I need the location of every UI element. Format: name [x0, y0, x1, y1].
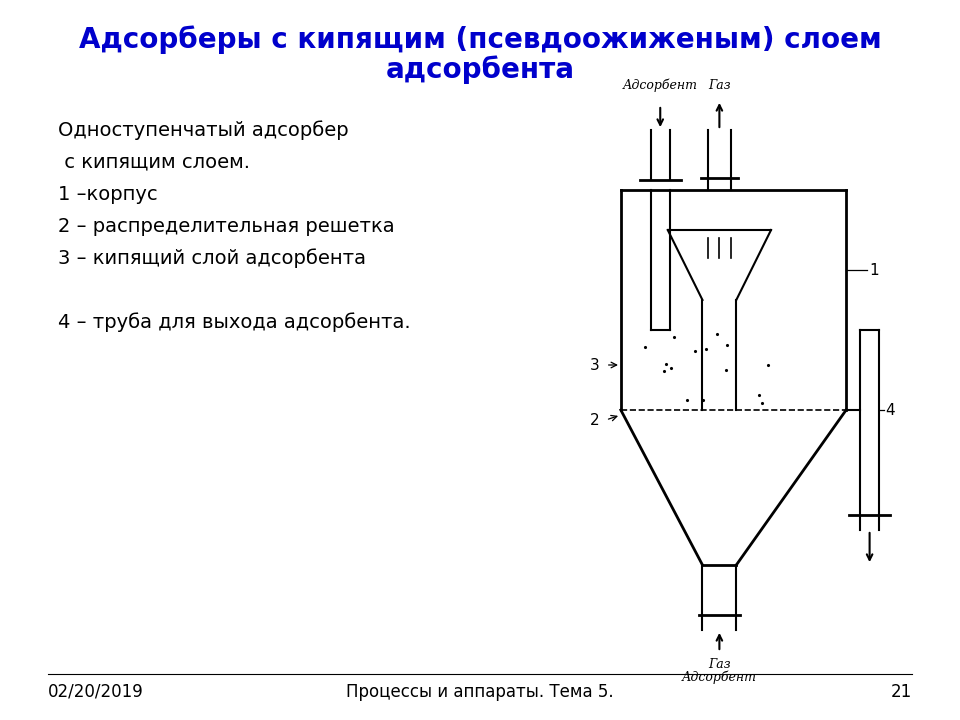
Text: Адсорбент: Адсорбент	[623, 78, 698, 92]
Text: 2 – распределительная решетка: 2 – распределительная решетка	[58, 217, 395, 235]
Text: 3 – кипящий слой адсорбента: 3 – кипящий слой адсорбента	[58, 248, 366, 268]
Text: 4: 4	[885, 402, 895, 418]
Text: 21: 21	[891, 683, 912, 701]
Text: Адсорбент: Адсорбент	[682, 670, 756, 683]
Text: 02/20/2019: 02/20/2019	[48, 683, 144, 701]
Text: Адсорберы с кипящим (псевдоожиженым) слоем: Адсорберы с кипящим (псевдоожиженым) сло…	[79, 26, 881, 54]
Text: 1: 1	[870, 263, 879, 277]
Text: с кипящим слоем.: с кипящим слоем.	[58, 153, 250, 171]
Text: Одноступенчатый адсорбер: Одноступенчатый адсорбер	[58, 120, 348, 140]
Text: 1 –корпус: 1 –корпус	[58, 184, 157, 204]
Text: 4 – труба для выхода адсорбента.: 4 – труба для выхода адсорбента.	[58, 312, 410, 332]
Text: адсорбента: адсорбента	[386, 55, 574, 84]
Text: 3: 3	[589, 358, 599, 372]
Text: 2: 2	[589, 413, 599, 428]
Text: Газ: Газ	[708, 658, 731, 671]
Text: Газ: Газ	[708, 79, 731, 92]
Text: Процессы и аппараты. Тема 5.: Процессы и аппараты. Тема 5.	[347, 683, 613, 701]
